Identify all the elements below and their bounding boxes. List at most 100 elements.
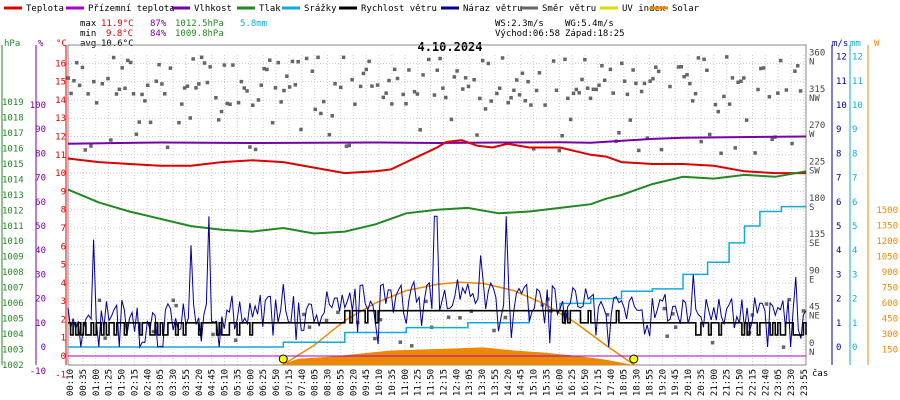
- wind-dir-point: [594, 87, 598, 92]
- axis-tick-mm: 4: [852, 246, 857, 256]
- wind-dir-point: [676, 65, 681, 69]
- wind-dir-point: [160, 82, 164, 86]
- wind-dir-point: [123, 86, 127, 91]
- wind-dir-point: [620, 61, 624, 66]
- x-tick-label: 04:45: [208, 369, 218, 396]
- axis-tick-ms: 2: [836, 295, 841, 305]
- wind-dir-point: [262, 66, 266, 71]
- wind-dir-point: [407, 68, 411, 72]
- axis-tick-dir-name: S: [809, 203, 814, 213]
- axis-tick-mm: 7: [852, 174, 857, 184]
- wind-dir-point: [793, 69, 797, 73]
- stats-block: max 11.9°C 87% 1012.5hPa 5.8mm min 9.8°C…: [80, 19, 625, 49]
- wind-dir-point: [514, 78, 519, 82]
- axis-tick-degc: 7: [61, 224, 66, 234]
- wind-dir-point: [143, 99, 147, 103]
- wind-dir-point: [489, 99, 493, 103]
- wind-dir-point: [177, 120, 181, 125]
- axis-tick-hpa: 1010: [2, 237, 24, 247]
- wind-dir-point: [245, 89, 249, 93]
- axis-tick-hpa: 1004: [2, 330, 24, 340]
- x-tick-label: 05:10: [221, 369, 231, 396]
- wind-dir-point: [321, 99, 326, 104]
- wind-dir-point: [216, 118, 221, 122]
- wind-dir-point: [631, 68, 635, 72]
- x-tick-label: 02:15: [130, 369, 140, 396]
- x-tick-label: 18:30: [633, 369, 643, 396]
- wind-dir-point: [719, 151, 723, 156]
- wind-dir-point: [432, 93, 437, 97]
- axis-tick-degc: 10: [55, 169, 66, 179]
- wind-dir-point: [310, 69, 315, 73]
- legend-label: Srážky: [304, 4, 337, 14]
- wind-dir-point: [157, 62, 161, 67]
- wind-dir-point: [364, 67, 369, 72]
- axis-tick-pct: 30: [35, 270, 46, 280]
- series-wind-gust: [67, 215, 807, 349]
- x-tick-label: 08:55: [336, 369, 346, 396]
- x-tick-label: 16:00: [555, 369, 565, 396]
- wind-dir-point: [725, 55, 729, 59]
- wind-dir-point: [702, 57, 706, 62]
- wind-dir-point: [69, 91, 73, 96]
- wind-dir-point: [285, 74, 289, 78]
- axis-tick-ms: 0: [836, 343, 841, 353]
- wind-dir-point: [398, 340, 403, 344]
- x-tick-label: 05:35: [233, 369, 243, 396]
- axis-tick-pct: -10: [30, 367, 46, 377]
- stat-min-temp: 9.8°C: [106, 29, 133, 39]
- axis-tick-pct: 10: [35, 319, 46, 329]
- wind-dir-point: [106, 76, 110, 81]
- x-tick-label: 08:30: [324, 369, 334, 396]
- wind-dir-point: [710, 340, 715, 345]
- wind-dir-point: [199, 55, 204, 60]
- series-pressure: [67, 170, 807, 235]
- wind-dir-point: [279, 100, 283, 104]
- wind-dir-point: [293, 83, 298, 87]
- wind-dir-point: [639, 89, 644, 94]
- wind-dir-point: [381, 95, 386, 100]
- axis-tick-hpa: 1016: [2, 144, 24, 154]
- wind-dir-point: [588, 96, 593, 101]
- stat-wg: WG:5.4m/s: [565, 19, 614, 29]
- x-axis-label: čas: [812, 368, 828, 379]
- wind-dir-point: [642, 81, 647, 86]
- wind-dir-point: [126, 58, 130, 63]
- wind-dir-point: [350, 77, 354, 82]
- wind-dir-point: [568, 117, 573, 122]
- axis-tick-hpa: 1006: [2, 299, 24, 309]
- axis-tick-hpa: 1007: [2, 284, 24, 294]
- wind-dir-point: [404, 101, 408, 106]
- wind-dir-point: [512, 88, 516, 93]
- wind-dir-point: [83, 148, 88, 152]
- wind-dir-point: [645, 136, 650, 140]
- x-tick-label: 11:00: [401, 369, 411, 396]
- x-tick-label: 01:00: [92, 369, 102, 396]
- wind-dir-point: [89, 144, 93, 148]
- wind-dir-point: [744, 118, 749, 122]
- wind-dir-point: [256, 98, 261, 102]
- legend-label: Tlak: [259, 4, 281, 14]
- axis-tick-ms: 10: [836, 101, 847, 111]
- wind-dir-point: [472, 77, 476, 82]
- axis-tick-degc: 13: [55, 114, 66, 124]
- wind-dir-point: [367, 59, 371, 64]
- wind-dir-point: [654, 65, 658, 69]
- wind-dir-point: [163, 92, 167, 96]
- x-tick-label: 13:55: [491, 369, 501, 396]
- wind-dir-point: [688, 81, 692, 86]
- wind-dir-point: [500, 56, 505, 60]
- legend-label: Směr větru: [542, 4, 596, 14]
- wind-dir-point: [656, 69, 661, 74]
- wind-dir-point: [497, 86, 502, 90]
- wind-dir-point: [333, 82, 337, 86]
- wind-dir-point: [307, 325, 312, 329]
- axis-tick-dir-name: SW: [809, 167, 820, 177]
- x-tick-label: 09:45: [362, 369, 372, 396]
- x-tick-label: 13:05: [465, 369, 475, 396]
- series-humidity: [67, 135, 807, 145]
- wind-dir-point: [798, 89, 803, 93]
- wind-dir-point: [77, 83, 82, 88]
- wind-dir-point: [478, 96, 482, 101]
- wind-dir-point: [637, 148, 641, 153]
